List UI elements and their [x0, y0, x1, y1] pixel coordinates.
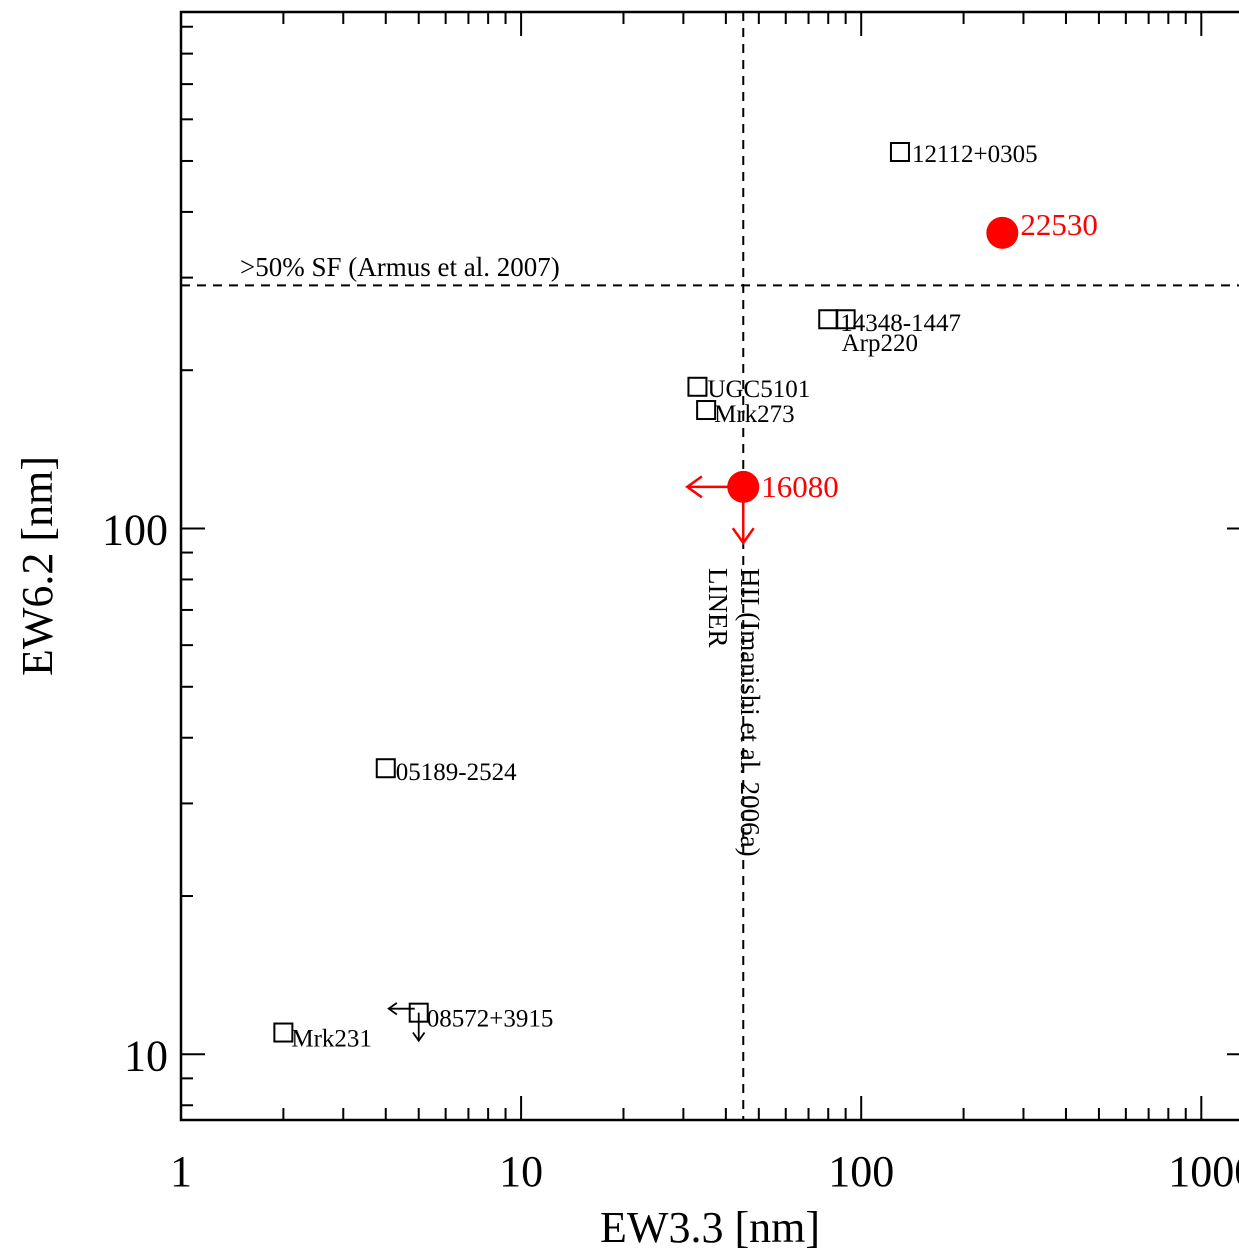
point-marker — [273, 1022, 294, 1043]
x-axis-title: EW3.3 [nm] — [600, 1203, 820, 1251]
axis-ticks — [180, 12, 1239, 1120]
point-label: Mrk231 — [291, 1026, 372, 1053]
y-axis-title: EW6.2 [nm] — [13, 456, 62, 676]
point-label: 12112+0305 — [912, 141, 1038, 168]
ref-line-vertical-labels: HII (Imanishi et al. 2006a) LINER — [703, 568, 765, 857]
x-tick-label: 1 — [170, 1147, 192, 1196]
point-label: 22530 — [1020, 207, 1098, 242]
point-label: 16080 — [761, 469, 839, 504]
point-label: Mrk273 — [714, 401, 795, 428]
point-label: 05189-2524 — [396, 759, 517, 786]
upper-limit-arrow-y-head — [731, 527, 755, 546]
axis-labels: 1 10 100 1000 10 100 — [102, 505, 1239, 1196]
point-label: 08572+3915 — [427, 1006, 554, 1033]
x-tick-label: 10 — [499, 1147, 543, 1196]
y-tick-label: 10 — [124, 1031, 168, 1080]
point-marker — [986, 216, 1019, 249]
plot-frame — [179, 10, 1239, 1122]
x-tick-label: 1000 — [1168, 1147, 1239, 1196]
point-marker — [818, 309, 839, 330]
point-marker — [375, 758, 396, 779]
upper-limit-arrow-x-head — [685, 475, 703, 499]
point-marker — [696, 400, 717, 421]
upper-limit-arrow-y-head — [412, 1032, 426, 1043]
x-tick-label: 100 — [828, 1147, 894, 1196]
point-label: 14348-1447 — [840, 310, 961, 337]
point-marker — [835, 309, 856, 330]
point-marker — [889, 142, 910, 163]
point-marker — [727, 470, 760, 503]
reference-lines — [181, 12, 1239, 1120]
ref-line-vertical-label-hii: HII (Imanishi et al. 2006a) — [735, 568, 765, 857]
point-label: Arp220 — [842, 330, 918, 357]
point-marker — [687, 376, 708, 397]
upper-limit-arrow-x-head — [387, 1002, 398, 1016]
ref-line-vertical-label-liner: LINER — [703, 568, 733, 647]
point-label: UGC5101 — [707, 376, 810, 403]
y-tick-label: 100 — [102, 505, 168, 554]
ref-line-horizontal-label: >50% SF (Armus et al. 2007) — [240, 252, 560, 282]
